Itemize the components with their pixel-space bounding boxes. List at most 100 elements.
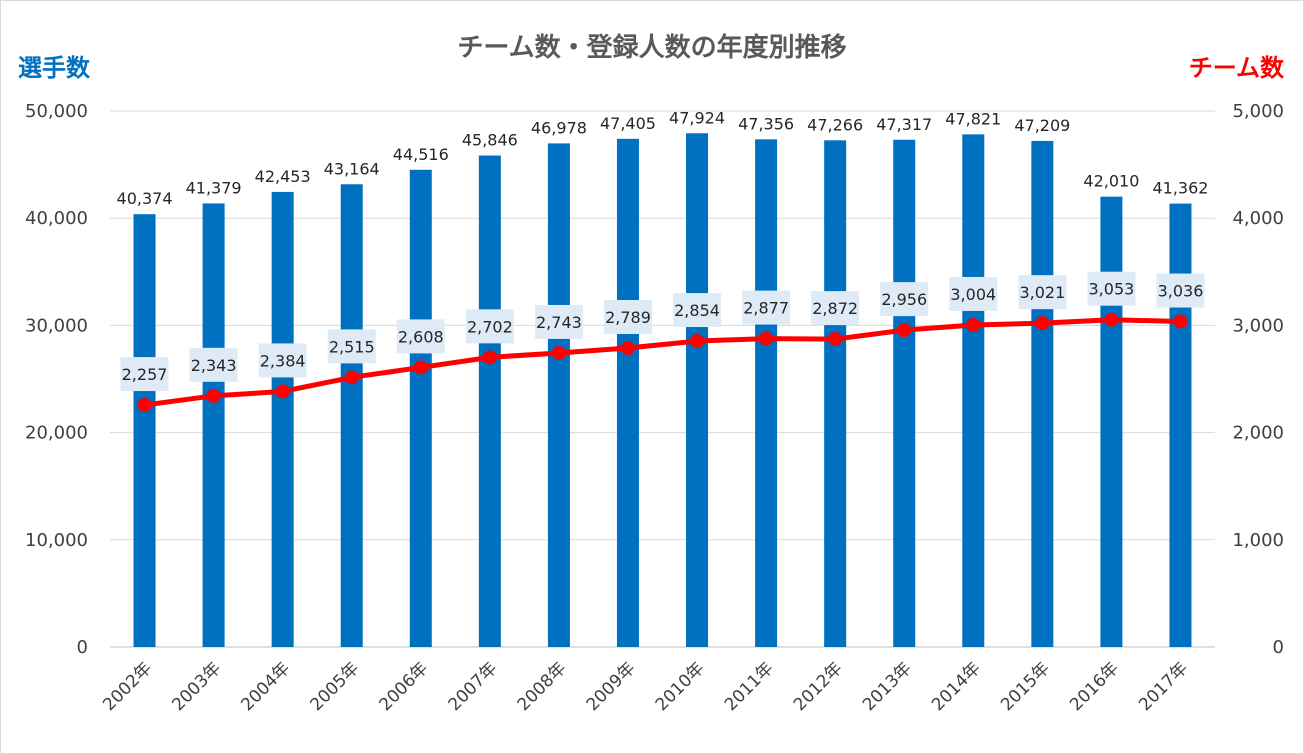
bar — [1031, 140, 1054, 647]
line-point — [897, 323, 912, 338]
line-label-background — [949, 276, 998, 311]
line-label-background — [1018, 275, 1067, 310]
x-tick-label: 2008年 — [514, 658, 571, 715]
line-point — [690, 334, 705, 349]
line-data-label: 2,343 — [191, 356, 237, 375]
x-tick-label: 2005年 — [306, 658, 363, 715]
x-tick-label: 2007年 — [445, 658, 502, 715]
line-label-background — [742, 290, 791, 325]
x-tick-label: 2011年 — [721, 658, 778, 715]
bar-data-label: 47,405 — [600, 114, 656, 133]
line-label-background — [811, 291, 860, 326]
line-data-label: 2,854 — [674, 301, 720, 320]
x-tick-label: 2003年 — [168, 658, 225, 715]
bar-data-label: 46,978 — [531, 118, 587, 137]
line-data-label: 2,608 — [398, 327, 444, 346]
line-label-background — [534, 304, 583, 339]
line-data-label: 2,877 — [743, 299, 789, 318]
line-point — [344, 370, 359, 385]
bar-data-label: 44,516 — [393, 145, 449, 164]
bar — [824, 140, 847, 648]
line-data-label: 2,872 — [812, 299, 858, 318]
x-tick-label: 2015年 — [997, 658, 1054, 715]
x-tick-label: 2009年 — [583, 658, 640, 715]
left-axis-ticks: 0 10,000 20,000 30,000 40,000 50,000 — [25, 101, 88, 658]
x-tick-label: 2004年 — [237, 658, 294, 715]
bar — [133, 214, 156, 647]
line-label-background — [603, 300, 652, 335]
line-label-background — [465, 309, 514, 344]
bar — [755, 139, 778, 647]
bar — [1169, 203, 1192, 647]
right-tick-label: 3,000 — [1232, 315, 1284, 336]
line-label-background — [1087, 271, 1136, 306]
bar-data-label: 42,453 — [255, 167, 311, 186]
line-series — [137, 312, 1188, 413]
line-label-background — [258, 343, 307, 378]
line-data-label: 2,743 — [536, 313, 582, 332]
line-point — [966, 317, 981, 332]
right-tick-label: 0 — [1273, 637, 1284, 658]
bar-data-label: 40,374 — [117, 189, 173, 208]
left-tick-label: 30,000 — [25, 315, 88, 336]
line-data-label: 3,053 — [1089, 280, 1135, 299]
bar-data-label: 47,209 — [1014, 116, 1070, 135]
line-point — [620, 341, 635, 356]
x-tick-label: 2016年 — [1066, 658, 1123, 715]
line-label-background — [189, 347, 238, 382]
bar-data-label: 45,846 — [462, 131, 518, 150]
line-point — [1035, 316, 1050, 331]
x-tick-label: 2002年 — [99, 658, 156, 715]
x-tick-label: 2017年 — [1135, 658, 1192, 715]
line-data-label: 2,702 — [467, 317, 513, 336]
left-axis-title: 選手数 — [18, 54, 91, 82]
bar-data-label: 42,010 — [1083, 172, 1139, 191]
x-tick-label: 2013年 — [859, 658, 916, 715]
line-point — [759, 331, 774, 346]
line-data-label: 2,257 — [122, 365, 168, 384]
bar — [340, 184, 363, 647]
line-label-background — [327, 329, 376, 364]
x-tick-label: 2010年 — [652, 658, 709, 715]
bar — [616, 138, 639, 647]
line-data-label: 2,956 — [881, 290, 927, 309]
chart-title: チーム数・登録人数の年度別推移 — [457, 32, 846, 63]
right-axis-ticks: 0 1,000 2,000 3,000 4,000 5,000 — [1232, 101, 1284, 658]
series-line — [144, 317, 1181, 408]
line-label-background — [396, 319, 445, 354]
x-axis-labels: 2002年 2003年 2004年 2005年 2006年 2007年 2008年 2009年… — [99, 658, 1192, 715]
right-axis-title: チーム数 — [1189, 54, 1285, 82]
bar-data-label: 47,266 — [807, 115, 863, 134]
x-tick-label: 2012年 — [790, 658, 847, 715]
line-data-label: 2,789 — [605, 308, 651, 327]
line-point — [482, 350, 497, 365]
line-data-label: 3,036 — [1158, 282, 1204, 301]
line-point — [1173, 314, 1188, 329]
right-tick-label: 5,000 — [1232, 101, 1284, 122]
bar — [686, 133, 709, 648]
line-point — [1104, 312, 1119, 327]
left-tick-label: 20,000 — [25, 423, 88, 444]
line-data-labels: 2,257 2,343 2,384 2,515 2,608 2,702 2,743 2,789… — [120, 271, 1205, 392]
bar — [1100, 196, 1123, 647]
right-tick-label: 2,000 — [1232, 423, 1284, 444]
right-tick-label: 4,000 — [1232, 208, 1284, 229]
bar-data-label: 47,924 — [669, 108, 725, 127]
line-point — [551, 345, 566, 360]
bar — [962, 134, 985, 647]
bar-data-label: 41,362 — [1152, 179, 1208, 198]
line-point — [828, 332, 843, 347]
line-data-label: 3,004 — [950, 285, 996, 304]
line-point — [206, 388, 221, 403]
right-tick-label: 1,000 — [1232, 530, 1284, 551]
line-point — [275, 384, 290, 399]
line-label-background — [880, 282, 929, 317]
bar-data-label: 47,821 — [945, 109, 1001, 128]
gridlines — [110, 110, 1215, 648]
bar — [893, 139, 916, 647]
line-label-background — [120, 357, 169, 392]
left-tick-label: 0 — [77, 637, 88, 658]
x-tick-label: 2006年 — [376, 658, 433, 715]
line-data-label: 2,384 — [260, 351, 306, 370]
